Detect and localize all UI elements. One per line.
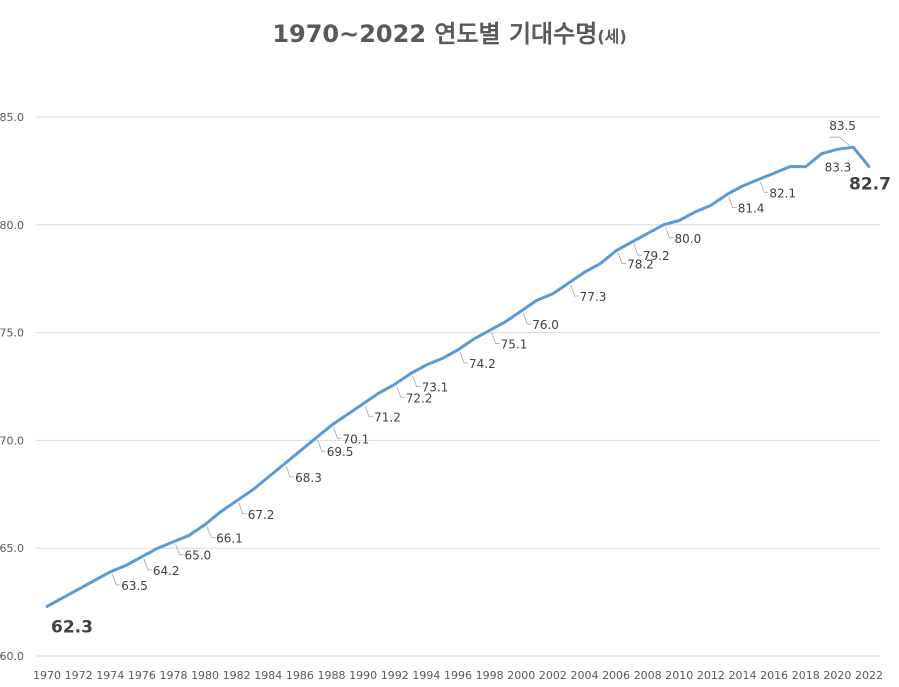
data-label: 65.0: [184, 549, 211, 563]
x-tick-label: 1978: [159, 669, 187, 682]
leader-line: [491, 332, 500, 344]
data-label: 80.0: [675, 232, 702, 246]
x-tick-label: 2000: [507, 669, 535, 682]
leader-line: [522, 312, 532, 325]
data-label: 63.5: [121, 579, 148, 593]
x-tick-label: 1984: [254, 669, 282, 682]
data-label: 68.3: [295, 471, 322, 485]
x-tick-label: 1972: [65, 669, 93, 682]
y-axis: 60.0 65.0 70.0 75.0 80.0 85.0: [0, 111, 24, 663]
leader-line: [175, 543, 184, 556]
data-label: 69.5: [327, 445, 354, 459]
x-tick-label: 2004: [570, 669, 598, 682]
y-tick-label: 60.0: [0, 650, 24, 663]
leader-line: [317, 440, 326, 452]
leader-line: [829, 136, 850, 146]
y-tick-label: 85.0: [0, 111, 24, 124]
x-tick-label: 1982: [223, 669, 251, 682]
series-line: [45, 145, 871, 608]
data-label: 62.3: [51, 617, 93, 637]
data-label: 83.5: [829, 119, 856, 133]
series-line-group: [45, 145, 871, 608]
x-tick-label: 1986: [286, 669, 314, 682]
data-label: 77.3: [580, 290, 607, 304]
data-label: 76.0: [532, 318, 559, 332]
x-tick-label: 1970: [33, 669, 61, 682]
data-label: 72.2: [406, 391, 433, 405]
data-label: 82.7: [849, 175, 891, 195]
x-tick-label: 2012: [697, 669, 725, 682]
x-tick-label: 2014: [729, 669, 757, 682]
leader-line: [364, 405, 374, 418]
leader-line: [633, 243, 642, 256]
leader-line: [143, 558, 152, 571]
x-tick-label: 2022: [855, 669, 883, 682]
chart-title-unit: (세): [597, 27, 627, 46]
leader-line: [412, 375, 421, 387]
data-label: 71.2: [374, 411, 401, 425]
x-tick-label: 2020: [823, 669, 851, 682]
y-tick-label: 70.0: [0, 434, 24, 447]
x-tick-label: 1992: [381, 669, 409, 682]
data-label: 67.2: [248, 508, 275, 522]
x-tick-label: 1976: [128, 669, 156, 682]
x-tick-label: 1998: [476, 669, 504, 682]
leader-line: [396, 386, 405, 398]
leader-line: [759, 181, 769, 193]
data-label: 78.2: [627, 258, 654, 272]
chart-title-main: 1970~2022 연도별 기대수명: [272, 20, 598, 48]
leader-line: [728, 196, 737, 209]
data-label: 75.1: [501, 337, 528, 351]
data-labels: 62.3 63.5 64.2 65.0 66.1 67.2 68.3 69.570.1 71.2…: [51, 119, 891, 637]
x-tick-label: 1974: [96, 669, 124, 682]
leader-line: [206, 526, 216, 538]
gridlines: [36, 116, 880, 657]
x-axis: 1970 1972 1974 1976 1978 1980 1982 1984 1986 1988…: [33, 669, 883, 682]
leader-line: [459, 351, 468, 364]
x-tick-label: 1980: [191, 669, 219, 682]
x-tick-label: 2016: [760, 669, 788, 682]
data-label: 81.4: [738, 202, 765, 216]
chart-title: 1970~2022 연도별 기대수명(세): [0, 14, 899, 49]
x-tick-label: 2006: [602, 669, 630, 682]
data-label: 73.1: [422, 381, 449, 395]
leader-line: [285, 465, 295, 478]
x-tick-label: 2002: [539, 669, 567, 682]
leader-line: [570, 284, 579, 297]
x-tick-label: 2018: [792, 669, 820, 682]
data-label: 74.2: [469, 357, 496, 371]
x-tick-label: 1988: [318, 669, 346, 682]
y-tick-label: 75.0: [0, 327, 24, 340]
leader-line: [238, 502, 247, 515]
x-tick-label: 1996: [444, 669, 472, 682]
leader-line: [111, 573, 121, 586]
x-tick-label: 2010: [665, 669, 693, 682]
data-label: 70.1: [343, 432, 370, 446]
data-label: 79.2: [643, 249, 670, 263]
leader-line: [665, 226, 674, 239]
leader-line: [333, 427, 342, 439]
data-label: 64.2: [153, 564, 180, 578]
leader-lines: [111, 136, 850, 586]
data-label: 83.3: [825, 161, 852, 175]
leader-line: [617, 252, 627, 265]
x-tick-label: 2008: [634, 669, 662, 682]
y-tick-label: 80.0: [0, 219, 24, 232]
data-label: 66.1: [216, 531, 243, 545]
y-tick-label: 65.0: [0, 542, 24, 555]
data-label: 82.1: [769, 187, 796, 201]
x-tick-label: 1990: [349, 669, 377, 682]
x-tick-label: 1994: [412, 669, 440, 682]
